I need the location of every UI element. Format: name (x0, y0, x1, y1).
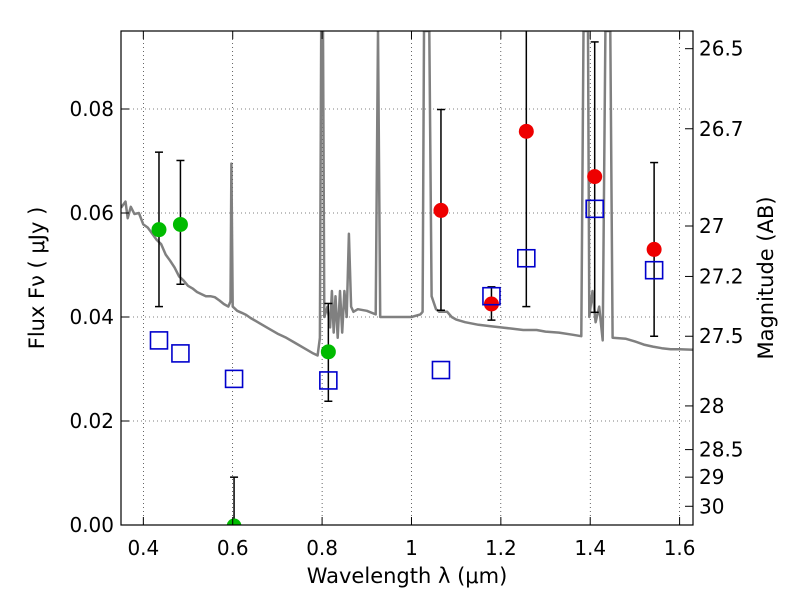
magnitude-tick-label: 28 (699, 394, 724, 418)
axis-ticks: 0.4 0.6 0.8 1 1.2 1.4 1.6 0.00 0.02 0.04 0.06 0.08 2… (69, 31, 744, 560)
model-square-point (585, 199, 604, 219)
x-tick-label: 0.4 (127, 536, 159, 560)
plot-background (121, 31, 693, 525)
spectrum-line (121, 31, 693, 357)
magnitude-axis-label: Magnitude (AB) (754, 196, 778, 359)
red-data-point (587, 169, 603, 185)
plot-frame (120, 30, 694, 526)
model-square-point (644, 260, 664, 280)
x-tick-label: 1.4 (574, 536, 606, 560)
y-tick-label: 0.06 (69, 201, 114, 225)
model-square-point (431, 360, 451, 380)
green-data-point (226, 518, 242, 525)
x-tick-label: 1.6 (664, 536, 696, 560)
model-square-point (149, 331, 169, 350)
red-data-point (646, 241, 662, 257)
model-square-point (224, 369, 244, 389)
x-tick-label: 1 (405, 536, 418, 560)
model-square-point (482, 286, 501, 306)
model-spectrum (121, 31, 693, 357)
magnitude-tick-label: 26.5 (699, 37, 744, 61)
x-tick-label: 1.2 (485, 536, 517, 560)
magnitude-tick-label: 30 (699, 494, 724, 518)
y-axis-label: Flux Fν ( μJy ) (25, 207, 49, 350)
magnitude-tick-label: 29 (699, 465, 724, 489)
red-data-point (433, 202, 449, 218)
green-data-point (172, 216, 188, 232)
model-square-point (171, 344, 190, 363)
data-markers (149, 123, 664, 525)
y-tick-label: 0.08 (69, 97, 114, 121)
magnitude-tick-label: 27.2 (699, 264, 744, 288)
model-square-point (517, 248, 536, 268)
x-axis-label: Wavelength λ (μm) (307, 564, 508, 588)
model-square-point (319, 371, 338, 390)
magnitude-tick-label: 28.5 (699, 438, 744, 462)
x-tick-label: 0.6 (217, 536, 249, 560)
magnitude-tick-label: 26.7 (699, 117, 744, 141)
magnitude-tick-label: 27.5 (699, 324, 744, 348)
y-tick-label: 0.02 (69, 409, 114, 433)
green-data-point (320, 344, 336, 360)
x-tick-label: 0.8 (306, 536, 338, 560)
magnitude-tick-label: 27 (699, 214, 724, 238)
y-tick-label: 0.00 (69, 513, 114, 537)
red-data-point (518, 123, 534, 139)
green-data-point (151, 222, 167, 238)
y-tick-label: 0.04 (69, 305, 114, 329)
